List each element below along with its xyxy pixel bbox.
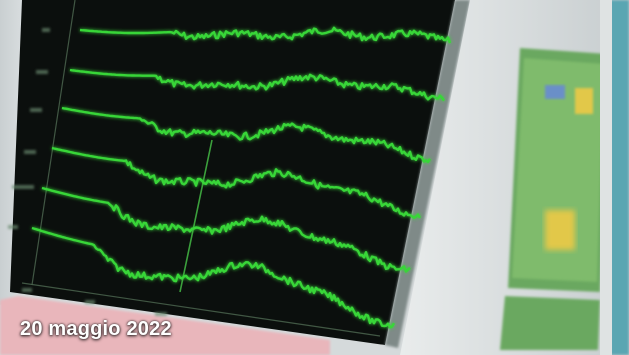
date-caption: 20 maggio 2022	[20, 318, 172, 340]
eeg-trace	[69, 68, 446, 102]
eeg-traces	[31, 26, 452, 329]
axis-x	[21, 282, 381, 337]
eeg-trace	[51, 146, 422, 219]
eeg-trace	[79, 26, 452, 44]
eeg-trace	[41, 186, 411, 273]
device-edge-blue	[610, 0, 629, 355]
axis-y	[31, 0, 76, 286]
eeg-trace	[61, 106, 431, 164]
eeg-trace	[31, 226, 396, 329]
monitor-frame-right	[385, 0, 470, 348]
channel-labels	[8, 28, 167, 316]
cursor-line	[179, 139, 213, 293]
monitor-screen	[10, 0, 455, 345]
device-edge-pink	[0, 296, 330, 355]
